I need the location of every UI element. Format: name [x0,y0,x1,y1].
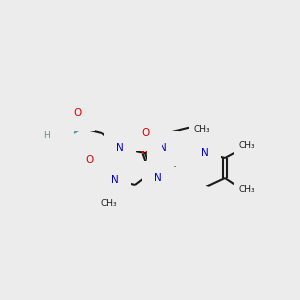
Text: N: N [154,173,162,183]
Text: N: N [51,140,59,150]
Text: CH₃: CH₃ [194,125,210,134]
Text: O: O [141,128,149,138]
Text: O: O [86,155,94,165]
Text: H: H [60,134,66,142]
Text: N: N [159,143,167,153]
Text: CH₃: CH₃ [239,185,255,194]
Text: N: N [201,148,209,158]
Text: H: H [44,131,50,140]
Text: N: N [116,143,124,153]
Text: CH₃: CH₃ [239,142,255,151]
Text: CH₃: CH₃ [101,200,117,208]
Text: N: N [111,175,119,185]
Text: O: O [74,108,82,118]
Text: N: N [188,162,196,172]
